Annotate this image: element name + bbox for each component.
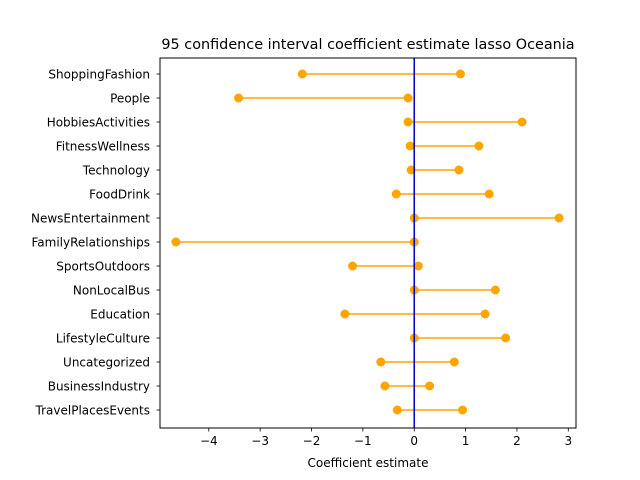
upper-point-businessindustry: [425, 381, 435, 391]
x-axis: −4 −3 −2 −1 0 1 2 3: [200, 428, 572, 448]
upper-point-uncategorized: [449, 357, 459, 367]
lower-point-businessindustry: [380, 381, 390, 391]
upper-point-nonlocalbus: [490, 285, 500, 295]
y-tick-label-fitnesswellness: FitnessWellness: [56, 139, 150, 153]
y-tick-label-nonlocalbus: NonLocalBus: [73, 283, 150, 297]
intervals-layer: [171, 69, 564, 415]
upper-point-technology: [454, 165, 464, 175]
lower-point-travelplacesevents: [392, 405, 402, 415]
y-tick-label-businessindustry: BusinessIndustry: [48, 379, 150, 393]
upper-point-lifestyleculture: [501, 333, 511, 343]
chart-title: 95 confidence interval coefficient estim…: [161, 37, 574, 53]
y-tick-label-lifestyleculture: LifestyleCulture: [56, 331, 150, 345]
upper-point-fooddrink: [484, 189, 494, 199]
lower-point-sportsoutdoors: [348, 261, 358, 271]
upper-point-hobbiesactivities: [517, 117, 527, 127]
upper-point-travelplacesevents: [457, 405, 467, 415]
upper-point-education: [480, 309, 490, 319]
y-axis: ShoppingFashion People HobbiesActivities Fi…: [31, 67, 160, 417]
lower-point-fitnesswellness: [405, 141, 415, 151]
y-tick-label-shoppingfashion: ShoppingFashion: [48, 67, 150, 81]
lower-point-uncategorized: [376, 357, 386, 367]
lower-point-technology: [406, 165, 416, 175]
x-tick-label-5: 1: [462, 434, 470, 448]
lower-point-hobbiesactivities: [403, 117, 413, 127]
x-tick-label-3: −1: [354, 434, 372, 448]
x-tick-label-4: 0: [410, 434, 418, 448]
upper-point-fitnesswellness: [474, 141, 484, 151]
x-tick-label-0: −4: [200, 434, 218, 448]
y-tick-label-familyrelationships: FamilyRelationships: [31, 235, 150, 249]
upper-point-shoppingfashion: [455, 69, 465, 79]
x-tick-label-7: 3: [564, 434, 572, 448]
y-tick-label-hobbiesactivities: HobbiesActivities: [47, 115, 150, 129]
lower-point-fooddrink: [391, 189, 401, 199]
lower-point-shoppingfashion: [297, 69, 307, 79]
x-tick-label-1: −3: [251, 434, 269, 448]
y-tick-label-technology: Technology: [82, 163, 150, 177]
lower-point-people: [234, 93, 244, 103]
x-tick-label-6: 2: [513, 434, 521, 448]
upper-point-newsentertainment: [554, 213, 564, 223]
x-axis-label: Coefficient estimate: [308, 456, 429, 470]
upper-point-sportsoutdoors: [413, 261, 423, 271]
y-tick-label-people: People: [110, 91, 150, 105]
y-tick-label-uncategorized: Uncategorized: [63, 355, 150, 369]
lower-point-education: [340, 309, 350, 319]
y-tick-label-education: Education: [90, 307, 150, 321]
x-tick-label-2: −2: [303, 434, 321, 448]
upper-point-people: [403, 93, 413, 103]
y-tick-label-travelplacesevents: TravelPlacesEvents: [35, 403, 150, 417]
y-tick-label-newsentertainment: NewsEntertainment: [31, 211, 150, 225]
lower-point-familyrelationships: [171, 237, 181, 247]
y-tick-label-sportsoutdoors: SportsOutdoors: [56, 259, 150, 273]
plot-frame: [159, 57, 577, 429]
y-tick-label-fooddrink: FoodDrink: [89, 187, 150, 201]
